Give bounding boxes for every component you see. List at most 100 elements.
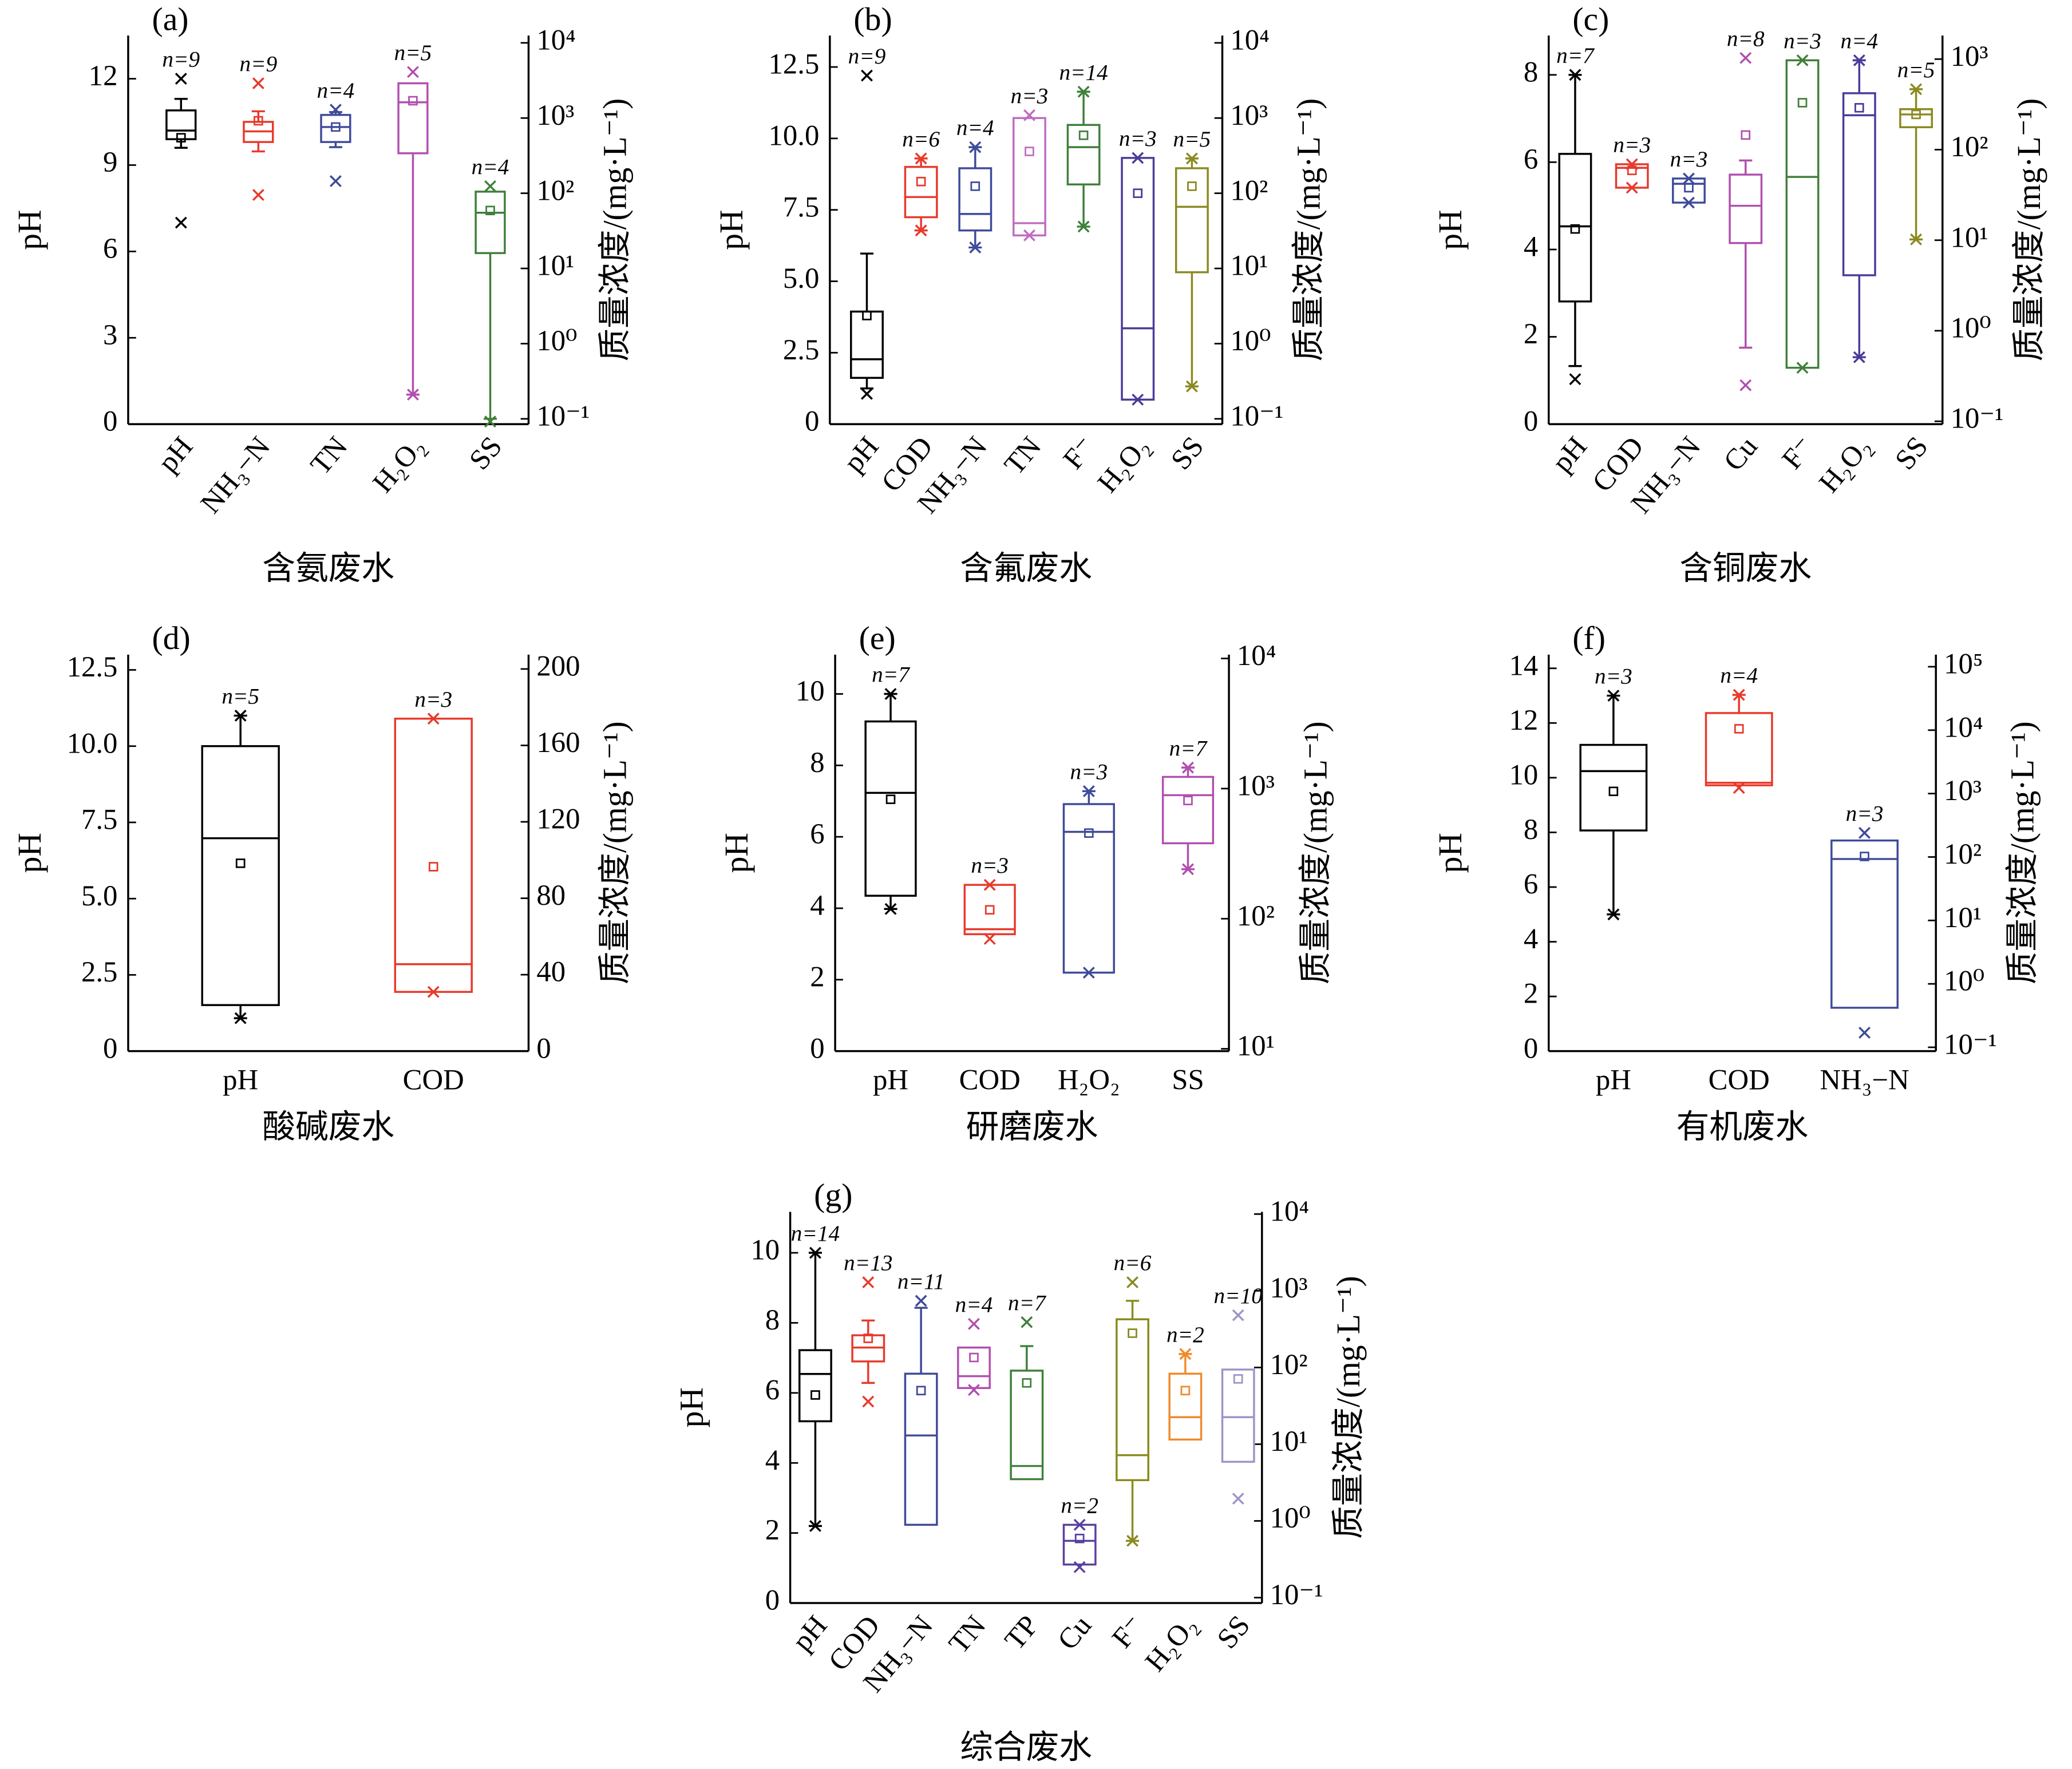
x-tick-label: pH [837,430,885,478]
mean-marker [1022,1378,1032,1388]
n-label: n=3 [414,687,452,712]
extreme-marker [252,77,264,89]
y-axis-label: pH [674,1387,710,1427]
y2-tick-label: 10² [1230,174,1268,206]
y2-tick-label: 10² [1944,838,1982,870]
extreme-marker [1023,229,1035,242]
extreme-marker [252,189,264,201]
extreme-marker [1739,52,1752,64]
y-tick-label: 6 [810,818,824,850]
extreme-marker [1023,109,1035,121]
y2-tick-label: 10² [536,174,574,206]
mean-marker [1183,796,1193,806]
mean-marker [1797,98,1808,108]
extreme-marker [1077,85,1090,98]
x-tick-label: Cu [1717,430,1763,477]
x-tick-label: COD [959,1064,1021,1096]
y2-tick-label: 10³ [536,99,574,131]
extreme-marker [983,933,996,945]
n-label: n=4 [955,1292,993,1317]
mean-marker [862,311,872,320]
n-label: n=6 [902,127,940,152]
n-label: n=3 [1070,760,1108,785]
y-tick-label: 12.5 [769,48,820,80]
extreme-marker [175,216,187,229]
y2-tick-label: 10³ [1951,40,1988,72]
n-label: n=3 [1784,29,1821,53]
box [320,114,351,143]
box [1830,839,1899,1009]
x-axis-label: 酸碱废水 [262,1109,394,1145]
y-tick-label: 2.5 [81,956,117,988]
x-tick-label: TP [998,1609,1045,1656]
box [1161,775,1215,845]
x-tick-label: SS [1889,430,1934,476]
mean-marker [863,1333,873,1343]
x-tick-label: pH [786,1609,833,1657]
box [165,109,197,140]
n-label: n=4 [1720,663,1758,688]
y-tick-label: 4 [1524,923,1538,955]
n-label: n=4 [956,116,994,140]
extreme-marker [484,180,496,192]
n-label: n=13 [844,1251,892,1276]
n-label: n=7 [1008,1291,1046,1315]
panel-label: (c) [1572,1,1609,37]
x-tick-label: SS [1172,1064,1204,1096]
extreme-marker [1626,181,1638,194]
extreme-marker [234,1012,247,1024]
panel-label: (a) [152,1,188,37]
y2-tick-label: 10⁴ [1230,24,1269,56]
x-tick-label: F⁻ [1105,1609,1150,1654]
extreme-marker [1077,220,1090,233]
panel-label: (d) [152,620,190,656]
extreme-marker [1126,1276,1138,1289]
y-tick-label: 4 [765,1444,780,1476]
x-tick-label: NH₃−N [1820,1064,1909,1096]
mean-marker [1608,786,1619,797]
panel-label: (b) [853,1,892,37]
extreme-marker [915,1295,927,1307]
y-tick-label: 6 [103,232,117,264]
extreme-marker [1082,785,1095,797]
y-axis-label: pH [714,209,750,250]
panel-label: (g) [814,1178,852,1214]
box [1579,743,1648,832]
mean-marker [235,858,246,868]
extreme-marker [484,415,496,428]
mean-marker [408,96,418,106]
box [397,82,429,155]
box [1899,108,1933,128]
extreme-marker [1569,69,1581,81]
x-tick-label: H₂O₂ [366,430,431,498]
extreme-marker [1132,393,1144,406]
mean-marker [810,1390,820,1400]
extreme-marker [969,141,982,153]
extreme-marker [1607,690,1620,702]
extreme-marker [968,1317,980,1330]
extreme-marker [1910,83,1923,96]
y2-tick-label: 10³ [1270,1272,1308,1304]
x-tick-label: SS [1211,1609,1256,1655]
y-tick-label: 0 [765,1584,780,1616]
y2-tick-label: 10⁻¹ [1230,400,1283,432]
y-tick-label: 6 [1524,868,1538,900]
extreme-marker [427,986,440,998]
y-tick-label: 4 [1524,231,1538,263]
x-tick-label: H₂O₂ [1813,430,1877,498]
y-tick-label: 9 [103,146,117,178]
box [1062,1523,1097,1566]
y2-axis-label: 质量浓度/(mg·L⁻¹) [598,721,634,984]
extreme-marker [862,1395,875,1408]
x-tick-label: SS [462,430,508,476]
x-tick-label: F⁻ [1057,430,1101,475]
x-tick-label: TN [998,430,1047,481]
x-tick-label: pH [152,430,199,478]
y2-tick-label: 10⁻¹ [536,400,590,432]
y2-tick-label: 10² [1237,900,1275,932]
box [1116,1318,1149,1481]
mean-marker [1684,183,1694,193]
extreme-marker [1126,1534,1138,1547]
extreme-marker [861,387,873,400]
